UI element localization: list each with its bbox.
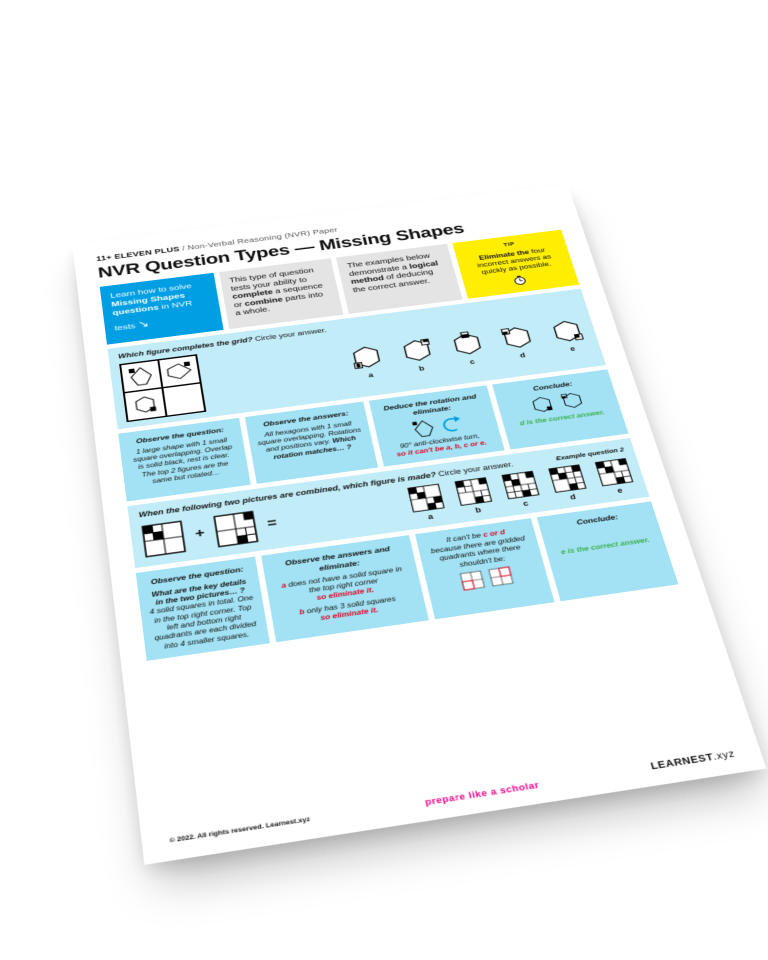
- q1-step-conclude: Conclude: d is the correct answer.: [492, 369, 629, 450]
- worksheet-page: 11+ ELEVEN PLUS / Non-Verbal Reasoning (…: [72, 185, 766, 865]
- q2-step-observe-q: Observe the question: What are the key d…: [136, 557, 270, 661]
- q1-step-observe-q: Observe the question: 1 large shape with…: [118, 418, 250, 502]
- q2-opt-e: e: [594, 457, 638, 496]
- q1-grid: [119, 354, 206, 422]
- q2-opt-d: d: [547, 464, 591, 504]
- q2-step-observe-a: Observe the answers and eliminate: a doe…: [261, 535, 429, 642]
- intro-box-tip: TIP Eliminate the four incorrect answers…: [452, 230, 579, 299]
- intro-box-method: The examples below demonstrate a logical…: [336, 244, 462, 314]
- q1-opt-b: b: [396, 335, 440, 374]
- q2-pic2: [212, 510, 260, 549]
- q1-opt-a: a: [346, 341, 390, 380]
- copyright: © 2022. All rights reserved. Learnest.xy…: [169, 816, 311, 845]
- tagline: prepare like a scholar: [424, 780, 540, 807]
- brand: LEARNEST.xyz: [650, 749, 737, 772]
- tip-label: TIP: [503, 242, 516, 249]
- plus-icon: +: [194, 526, 206, 542]
- page-footer: © 2022. All rights reserved. Learnest.xy…: [169, 749, 736, 846]
- intro-box-type: This type of question tests your ability…: [219, 258, 344, 329]
- q2-step-eliminate-cd: It can't be c or d because there are gri…: [415, 518, 554, 619]
- arrow-down-icon: ↘: [137, 318, 150, 331]
- clock-icon: [511, 274, 529, 286]
- q1-opt-c: c: [446, 329, 491, 368]
- q1-step-observe-a: Observe the answers: All hexagons with 1…: [244, 401, 378, 484]
- q2-pic1: [140, 520, 187, 559]
- q1-opt-e: e: [545, 316, 591, 354]
- equals-icon: =: [266, 517, 278, 532]
- q2-opt-c: c: [500, 470, 543, 510]
- q2-opt-b: b: [453, 477, 496, 517]
- intro-box-learn: Learn how to solve Missing Shapes questi…: [100, 273, 223, 345]
- q1-opt-d: d: [496, 322, 541, 361]
- q2-step-conclude: Conclude: e is the correct answer.: [537, 502, 679, 602]
- q2-opt-a: a: [406, 483, 448, 523]
- q1-step-deduce: Deduce the rotation and eliminate: 90° a…: [369, 385, 505, 467]
